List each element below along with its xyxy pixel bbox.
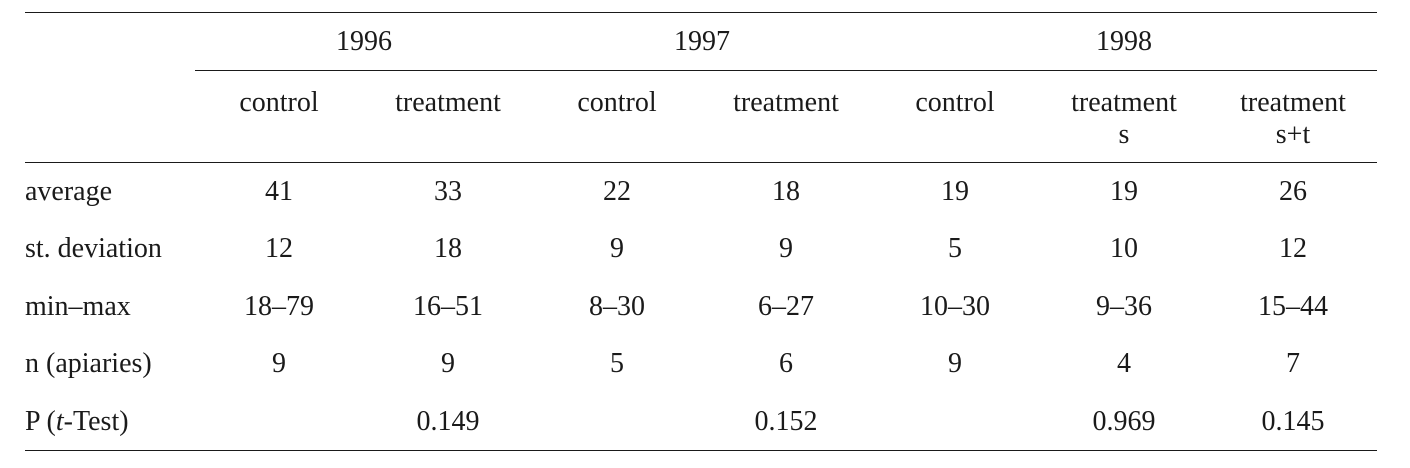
table-cell: 19 bbox=[941, 175, 969, 207]
table-cell: 9 bbox=[272, 348, 286, 380]
table-cell: 8–30 bbox=[589, 290, 645, 322]
table-cell bbox=[533, 393, 701, 451]
group-header-line1: control bbox=[577, 87, 657, 118]
group-header-line1: control bbox=[239, 87, 319, 118]
row-label: n (apiaries) bbox=[25, 348, 152, 380]
table-cell: 0.145 bbox=[1209, 393, 1378, 451]
table-cell: 10–30 bbox=[920, 290, 990, 322]
table-cell: 18 bbox=[434, 233, 462, 265]
table-cell: 0.969 bbox=[1039, 393, 1209, 451]
table-cell: 12 bbox=[1279, 233, 1308, 265]
table-cell: 41 bbox=[265, 175, 293, 207]
table-cell: 15–44 bbox=[1258, 290, 1329, 322]
table-row-n-apiaries: n (apiaries) 9 9 5 6 9 4 7 bbox=[25, 336, 1377, 394]
table-cell: 9 bbox=[948, 348, 962, 380]
table-cell: 0.149 bbox=[363, 393, 533, 451]
table-cell: 19 bbox=[1110, 175, 1138, 207]
table-cell: 9 bbox=[441, 348, 455, 380]
table-cell: 5 bbox=[948, 233, 962, 265]
row-label: min–max bbox=[25, 290, 131, 322]
year-header-row: 1996 1997 1998 bbox=[25, 12, 1378, 71]
year-1998-header: 1998 bbox=[871, 12, 1378, 71]
row-label: st. deviation bbox=[25, 233, 162, 265]
group-header-cell: treatment bbox=[363, 70, 533, 163]
header-corner-cell bbox=[25, 12, 195, 71]
group-header-line2: s+t bbox=[1275, 119, 1311, 150]
table-cell: 6 bbox=[779, 348, 793, 380]
row-label: average bbox=[25, 175, 113, 207]
p-test-label-suffix: -Test) bbox=[63, 405, 129, 437]
table-cell: 22 bbox=[603, 175, 631, 207]
table-cell bbox=[195, 393, 363, 451]
table-cell: 12 bbox=[265, 233, 293, 265]
table-cell: 4 bbox=[1117, 348, 1131, 380]
table-cell: 18–79 bbox=[244, 290, 314, 322]
results-table: 1996 1997 1998 control treatment control… bbox=[25, 12, 1378, 451]
table-row-min-max: min–max 18–79 16–51 8–30 6–27 10–30 9–36… bbox=[25, 278, 1377, 336]
table-row-average: average 41 33 22 18 19 19 26 bbox=[25, 163, 1377, 221]
table-cell: 9–36 bbox=[1096, 290, 1152, 322]
group-header-cell: treatment s bbox=[1039, 70, 1209, 163]
row-label-p-test: P (t-Test) bbox=[25, 393, 195, 451]
table-cell: 33 bbox=[434, 175, 462, 207]
table-cell: 5 bbox=[610, 348, 624, 380]
group-header-cell: treatment bbox=[701, 70, 871, 163]
group-header-cell: treatment s+t bbox=[1209, 70, 1378, 163]
results-table-container: 1996 1997 1998 control treatment control… bbox=[25, 12, 1378, 451]
table-cell: 9 bbox=[610, 233, 624, 265]
table-cell: 16–51 bbox=[413, 290, 483, 322]
group-header-line1: control bbox=[915, 87, 995, 118]
group-header-cell: control bbox=[533, 70, 701, 163]
table-cell: 9 bbox=[779, 233, 793, 265]
year-1996-header: 1996 bbox=[195, 12, 533, 71]
table-cell: 6–27 bbox=[758, 290, 814, 322]
table-cell: 26 bbox=[1279, 175, 1308, 207]
table-cell: 7 bbox=[1286, 348, 1301, 380]
table-row-p-test: P (t-Test) 0.149 0.152 0.969 0.145 bbox=[25, 393, 1378, 451]
table-cell: 0.152 bbox=[701, 393, 871, 451]
group-header-row: control treatment control treatment cont… bbox=[25, 70, 1378, 163]
year-1997-header: 1997 bbox=[533, 12, 871, 71]
group-corner-cell bbox=[25, 70, 195, 163]
p-test-label-prefix: P ( bbox=[25, 405, 56, 437]
group-header-cell: control bbox=[871, 70, 1039, 163]
table-cell: 10 bbox=[1110, 233, 1138, 265]
group-header-cell: control bbox=[195, 70, 363, 163]
group-header-line1: treatment bbox=[395, 87, 501, 118]
p-test-label-italic: t bbox=[55, 405, 64, 437]
group-header-line1: treatment bbox=[1240, 87, 1346, 118]
table-cell: 18 bbox=[772, 175, 800, 207]
group-header-line1: treatment bbox=[1071, 87, 1177, 118]
group-header-line1: treatment bbox=[733, 87, 839, 118]
table-row-st-deviation: st. deviation 12 18 9 9 5 10 12 bbox=[25, 221, 1377, 279]
table-cell bbox=[871, 393, 1039, 451]
group-header-line2: s bbox=[1118, 119, 1130, 150]
